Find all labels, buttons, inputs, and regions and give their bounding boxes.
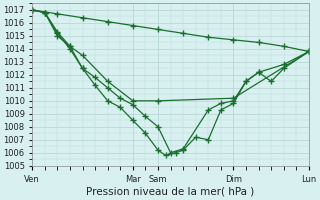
- X-axis label: Pression niveau de la mer( hPa ): Pression niveau de la mer( hPa ): [86, 187, 255, 197]
